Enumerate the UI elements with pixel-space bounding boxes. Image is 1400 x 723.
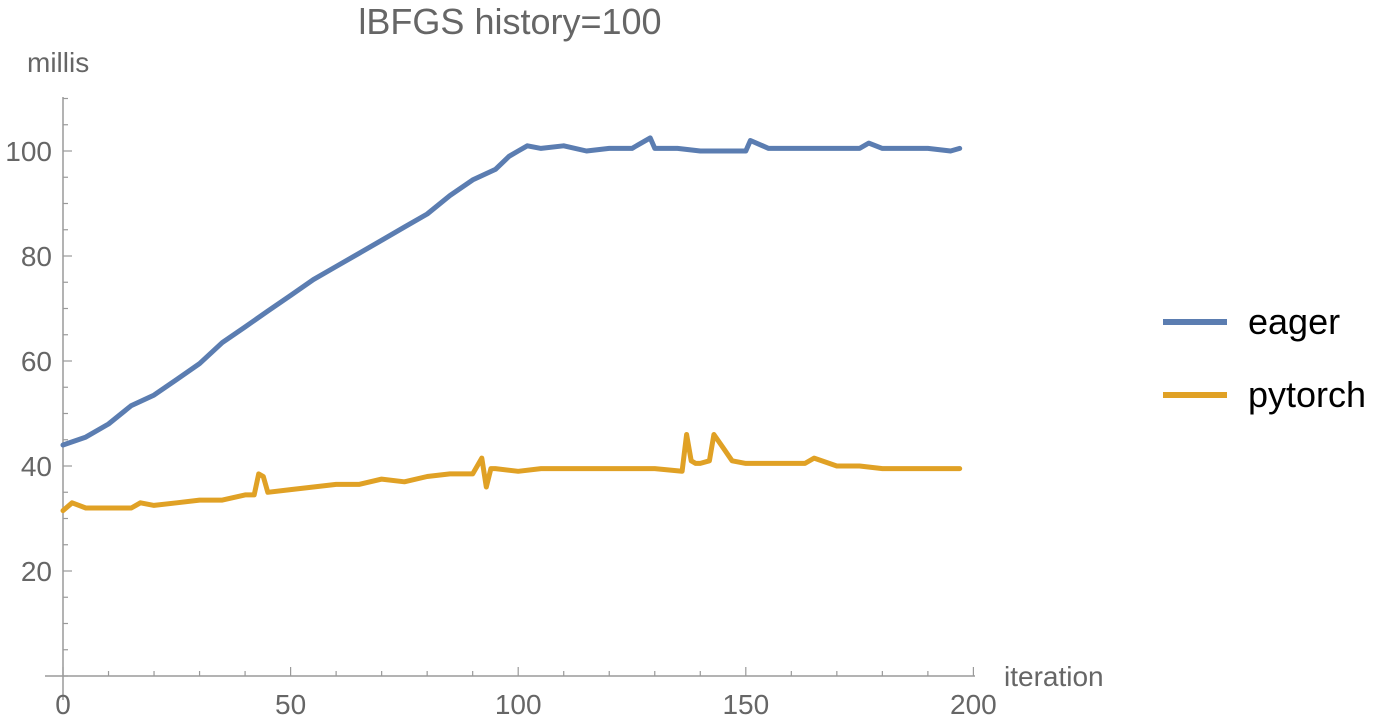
x-tick-label: 0 [55, 689, 71, 720]
x-tick-label: 100 [495, 689, 542, 720]
legend-label-pytorch: pytorch [1248, 374, 1366, 415]
legend: eager pytorch [1163, 301, 1366, 415]
ticks: 0 50 100 150 200 20 40 60 80 100 [5, 97, 997, 720]
y-tick-label: 20 [21, 556, 52, 587]
y-tick-label: 100 [5, 136, 52, 167]
y-tick-label: 80 [21, 241, 52, 272]
x-tick-label: 200 [950, 689, 997, 720]
chart-title: lBFGS history=100 [358, 1, 661, 42]
series-line-eager [60, 135, 963, 448]
y-tick-label: 40 [21, 451, 52, 482]
series-group [60, 135, 963, 514]
axes [45, 97, 975, 700]
y-axis-label: millis [27, 47, 89, 78]
y-tick-label: 60 [21, 346, 52, 377]
legend-label-eager: eager [1248, 301, 1340, 342]
series-line-pytorch [60, 432, 963, 514]
x-tick-label: 50 [275, 689, 306, 720]
x-axis-label: iteration [1004, 661, 1104, 692]
x-tick-label: 150 [722, 689, 769, 720]
